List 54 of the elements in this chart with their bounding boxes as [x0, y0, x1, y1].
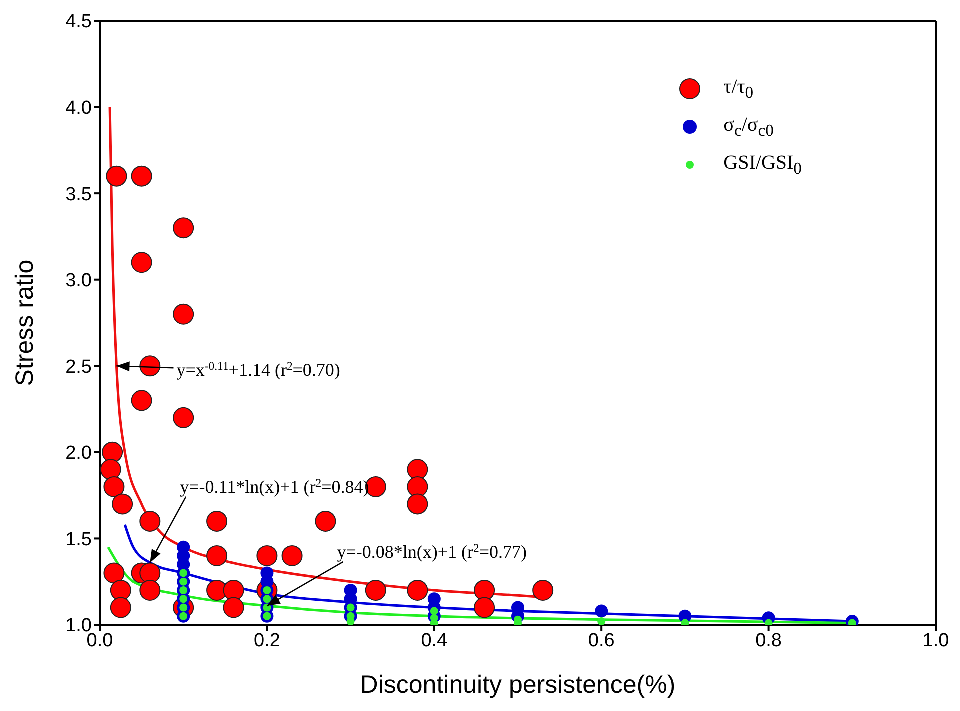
point	[140, 510, 161, 532]
y-tick-label: 3.5	[66, 184, 92, 206]
point	[131, 390, 152, 412]
point	[256, 545, 278, 566]
point	[104, 562, 125, 584]
point	[106, 166, 128, 187]
point	[407, 580, 428, 601]
point	[206, 545, 228, 566]
point	[595, 604, 608, 618]
x-tick-label: 0.2	[254, 630, 280, 652]
point	[100, 459, 122, 480]
point	[206, 510, 228, 532]
y-tick-label: 3.0	[66, 270, 92, 292]
point	[223, 580, 244, 601]
annotation: y=x$^{-0.11}$+1.14 (r$^{2}$=0.70)	[176, 360, 340, 380]
x-tick-label: 0.6	[588, 630, 615, 652]
x-axis-title: Discontinuity persistence(%)	[360, 671, 676, 699]
point	[532, 580, 554, 601]
point	[131, 166, 152, 187]
y-tick-label: 4.0	[66, 98, 92, 120]
point	[173, 407, 194, 428]
y-axis-title: Stress ratio	[10, 260, 39, 386]
point	[110, 580, 132, 601]
legend-label: GSI/GSI$_{0}$	[724, 152, 802, 178]
point	[598, 618, 606, 625]
point	[173, 304, 194, 325]
point	[365, 580, 386, 601]
point	[102, 442, 124, 463]
x-tick-label: 1.0	[922, 630, 950, 652]
point	[474, 597, 496, 618]
y-tick-label: 4.5	[66, 12, 92, 33]
legend-label: τ/τ$_{0}$	[724, 76, 754, 102]
legend-label: σ$_{c}$/σ$_{c0}$	[724, 114, 774, 140]
point	[173, 218, 194, 239]
point	[110, 597, 132, 618]
point	[223, 597, 244, 618]
point	[474, 580, 496, 601]
point	[407, 459, 428, 480]
point	[112, 494, 134, 515]
point	[140, 356, 161, 377]
point	[131, 252, 152, 274]
point	[407, 476, 428, 498]
y-tick-label: 2.0	[66, 443, 92, 464]
point	[140, 562, 161, 584]
annotation: y=-0.08*ln(x)+1 (r$^{2}$=0.77)	[337, 542, 527, 562]
point	[315, 510, 336, 532]
point	[104, 476, 125, 498]
point	[282, 545, 303, 566]
point	[140, 580, 161, 601]
x-tick-label: 0.8	[756, 630, 782, 652]
point	[407, 494, 428, 515]
y-tick-label: 2.5	[66, 356, 92, 378]
y-tick-label: 1.5	[66, 529, 92, 550]
x-tick-label: 0.4	[421, 630, 448, 652]
